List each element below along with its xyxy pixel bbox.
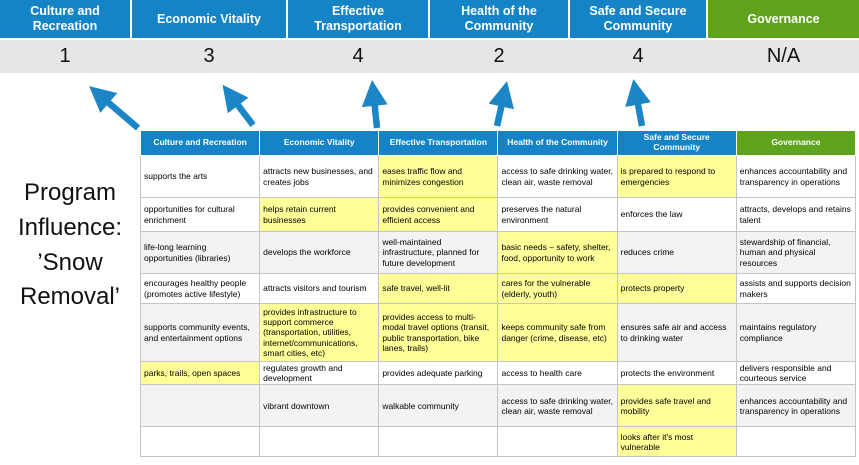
table-cell: supports community events, and entertain… (139, 303, 261, 362)
summary-header-0: Culture and Recreation (0, 0, 130, 38)
table-cell: access to health care (497, 360, 618, 386)
arrows-layer (89, 79, 651, 131)
table-cell: safe travel, well-lit (378, 273, 499, 304)
table-row: encourages healthy people (promotes acti… (139, 273, 857, 304)
table-cell: maintains regulatory compliance (735, 303, 857, 362)
table-cell: protects the environment (616, 360, 737, 386)
table-cell: encourages healthy people (promotes acti… (139, 273, 261, 304)
table-cell: attracts, develops and retains talent (735, 197, 857, 232)
table-cell: keeps community safe from danger (crime,… (497, 303, 618, 362)
table-cell: reduces crime (616, 231, 737, 274)
summary-score-3: 2 (493, 45, 505, 67)
table-cell: regulates growth and development (259, 360, 380, 386)
table-body: supports the arts attracts new businesses… (139, 155, 857, 458)
table-cell: provides adequate parking (378, 360, 499, 386)
summary-score-5: N/A (766, 45, 801, 67)
table-cell: attracts new businesses, and creates job… (259, 155, 380, 198)
table-row: parks, trails, open spaces regulates grow… (139, 360, 857, 386)
table-cell (259, 426, 380, 458)
table-row: opportunities for cultural enrichment hel… (139, 197, 857, 232)
summary-score-4: 4 (632, 45, 644, 67)
table-cell: develops the workforce (259, 231, 380, 274)
table-cell: stewardship of financial, human and phys… (735, 231, 857, 274)
up-arrow-icon (89, 86, 141, 131)
up-arrow-icon (488, 81, 515, 127)
summary-score-2: 4 (352, 45, 364, 67)
table-row: life-long learning opportunities (librar… (139, 231, 857, 274)
summary-score-row: 1 3 4 2 4 N/A (0, 40, 859, 73)
table-cell: protects property (616, 273, 737, 304)
table-cell: opportunities for cultural enrichment (139, 197, 261, 232)
summary-header-3: Health of the Community (430, 0, 568, 38)
table-cell: eases traffic flow and minimizes congest… (378, 155, 499, 198)
summary-header-2: Effective Transportation (288, 0, 428, 38)
summary-header-1: Economic Vitality (132, 0, 286, 38)
table-row: looks after it's most vulnerable (139, 426, 857, 458)
table-cell: access to safe drinking water, clean air… (497, 155, 618, 198)
table-head: Culture and Recreation Economic Vitality E… (139, 130, 857, 156)
table-header-cell: Economic Vitality (259, 130, 380, 156)
table-cell: life-long learning opportunities (librar… (139, 231, 261, 274)
table-cell: provides convenient and efficient access (378, 197, 499, 232)
up-arrow-icon (625, 79, 651, 127)
table-cell (139, 384, 261, 428)
up-arrow-icon (222, 84, 256, 127)
table-cell: cares for the vulnerable (elderly, youth… (497, 273, 618, 304)
table-header-row: Culture and Recreation Economic Vitality E… (139, 130, 857, 156)
table-cell: parks, trails, open spaces (139, 360, 261, 386)
table-cell: assists and supports decision makers (735, 273, 857, 304)
summary-score-0: 1 (59, 45, 71, 67)
table-row: supports community events, and entertain… (139, 303, 857, 362)
table-cell: supports the arts (139, 155, 261, 198)
table-cell: basic needs – safety, shelter, food, opp… (497, 231, 618, 274)
table-header-cell: Culture and Recreation (139, 130, 261, 156)
table-cell: enhances accountability and transparency… (735, 384, 857, 428)
table-header-cell: Governance (735, 130, 857, 156)
table-cell: looks after it's most vulnerable (616, 426, 737, 458)
table-cell (735, 426, 857, 458)
table-cell: is prepared to respond to emergencies (616, 155, 737, 198)
table-cell (378, 426, 499, 458)
table-cell (139, 426, 261, 458)
summary-header-5: Governance (708, 0, 859, 38)
table-cell: ensures safe air and access to drinking … (616, 303, 737, 362)
table-cell: walkable community (378, 384, 499, 428)
summary-header-4: Safe and Secure Community (570, 0, 706, 38)
table-cell: provides infrastructure to support comme… (259, 303, 380, 362)
table-cell: well-maintained infrastructure, planned … (378, 231, 499, 274)
table-cell: vibrant downtown (259, 384, 380, 428)
summary-score-1: 3 (203, 45, 215, 67)
table-header-cell: Health of the Community (497, 130, 618, 156)
table-row: vibrant downtown walkable community access… (139, 384, 857, 428)
table-cell: attracts visitors and tourism (259, 273, 380, 304)
table-cell: provides safe travel and mobility (616, 384, 737, 428)
table-cell: delivers responsible and courteous servi… (735, 360, 857, 386)
table-header-cell: Effective Transportation (378, 130, 499, 156)
table-row: supports the arts attracts new businesses… (139, 155, 857, 198)
table-cell: access to safe drinking water, clean air… (497, 384, 618, 428)
table-cell (497, 426, 618, 458)
table-cell: helps retain current businesses (259, 197, 380, 232)
table-cell: enhances accountability and transparency… (735, 155, 857, 198)
table-cell: enforces the law (616, 197, 737, 232)
table-header-cell: Safe and Secure Community (616, 130, 737, 156)
influence-table: Culture and Recreation Economic Vitality E… (139, 130, 857, 458)
table-cell: preserves the natural environment (497, 197, 618, 232)
summary-header-row: Culture and Recreation Economic Vitality E… (0, 0, 859, 38)
table-cell: provides access to multi-modal travel op… (378, 303, 499, 362)
up-arrow-icon (361, 79, 388, 129)
program-influence-title: Program Influence: ’Snow Removal’ (17, 179, 123, 311)
